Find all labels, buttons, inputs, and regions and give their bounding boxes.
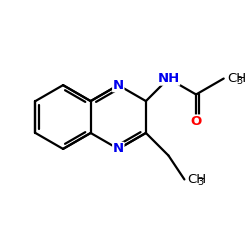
Text: CH: CH: [227, 72, 246, 85]
Text: 3: 3: [197, 177, 203, 187]
Text: NH: NH: [157, 72, 180, 85]
Text: O: O: [190, 115, 202, 128]
Text: N: N: [113, 79, 124, 92]
Text: 3: 3: [237, 76, 243, 86]
Text: CH: CH: [188, 173, 207, 186]
Text: N: N: [113, 142, 124, 156]
